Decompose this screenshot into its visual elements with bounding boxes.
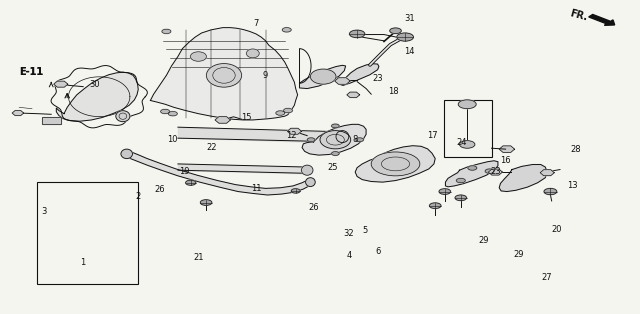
Polygon shape: [499, 146, 515, 152]
Polygon shape: [150, 28, 298, 120]
Polygon shape: [300, 65, 346, 89]
Text: 10: 10: [168, 135, 178, 144]
Polygon shape: [499, 165, 547, 192]
Circle shape: [284, 108, 292, 113]
Polygon shape: [445, 161, 498, 187]
Text: 4: 4: [346, 252, 351, 260]
Text: 3: 3: [41, 208, 46, 216]
Text: 19: 19: [179, 167, 189, 176]
Circle shape: [390, 28, 401, 34]
Polygon shape: [540, 170, 554, 176]
Polygon shape: [302, 124, 366, 155]
Text: 22: 22: [206, 143, 216, 152]
Circle shape: [456, 178, 465, 183]
Polygon shape: [54, 81, 68, 87]
Circle shape: [460, 141, 475, 148]
Text: 32: 32: [344, 230, 354, 238]
Text: 1: 1: [81, 258, 86, 267]
Text: 11: 11: [251, 184, 261, 193]
FancyArrow shape: [589, 14, 614, 25]
Circle shape: [161, 109, 170, 114]
Text: 8: 8: [353, 135, 358, 144]
Text: 20: 20: [552, 225, 562, 234]
Polygon shape: [56, 72, 138, 121]
Text: 7: 7: [253, 19, 259, 28]
Text: 13: 13: [568, 181, 578, 190]
Text: 31: 31: [404, 14, 415, 23]
Ellipse shape: [206, 63, 242, 87]
FancyBboxPatch shape: [42, 117, 61, 124]
Text: 29: 29: [513, 250, 524, 259]
Circle shape: [307, 138, 315, 142]
Text: 26: 26: [308, 203, 319, 212]
Polygon shape: [287, 128, 301, 134]
Ellipse shape: [191, 52, 206, 61]
Circle shape: [455, 195, 467, 201]
Circle shape: [186, 180, 196, 185]
Polygon shape: [488, 169, 502, 175]
Text: 18: 18: [388, 87, 399, 95]
Ellipse shape: [305, 178, 315, 187]
Text: 25: 25: [328, 164, 338, 172]
Circle shape: [276, 111, 285, 115]
Ellipse shape: [310, 69, 336, 84]
Ellipse shape: [246, 49, 259, 58]
Circle shape: [162, 29, 171, 34]
Text: 27: 27: [542, 273, 552, 282]
Circle shape: [168, 111, 177, 116]
Circle shape: [371, 152, 420, 176]
Circle shape: [458, 100, 476, 109]
Text: 24: 24: [457, 138, 467, 147]
Text: 30: 30: [90, 80, 100, 89]
Text: 12: 12: [286, 131, 296, 139]
Text: 29: 29: [478, 236, 488, 245]
Text: 9: 9: [263, 71, 268, 80]
Text: 26: 26: [155, 186, 165, 194]
Circle shape: [356, 138, 364, 142]
Circle shape: [200, 200, 212, 205]
Ellipse shape: [121, 149, 132, 159]
Circle shape: [429, 203, 441, 208]
Polygon shape: [12, 111, 24, 116]
Text: 17: 17: [427, 131, 437, 139]
Text: 6: 6: [375, 247, 380, 256]
Polygon shape: [128, 151, 310, 195]
Text: FR.: FR.: [568, 8, 588, 22]
Circle shape: [468, 166, 477, 170]
Ellipse shape: [301, 165, 313, 175]
Polygon shape: [335, 78, 350, 84]
Text: 21: 21: [193, 253, 204, 262]
Polygon shape: [347, 92, 360, 98]
Ellipse shape: [116, 111, 130, 122]
Text: 15: 15: [241, 113, 252, 122]
Circle shape: [291, 189, 300, 193]
Circle shape: [485, 169, 494, 173]
Circle shape: [282, 28, 291, 32]
Polygon shape: [215, 117, 230, 123]
Text: 2: 2: [135, 192, 140, 201]
Circle shape: [544, 188, 557, 195]
Text: 23: 23: [372, 74, 383, 83]
Text: 28: 28: [571, 145, 581, 154]
Polygon shape: [355, 146, 435, 182]
Circle shape: [397, 33, 413, 41]
Text: 5: 5: [362, 226, 367, 235]
Text: 23: 23: [491, 167, 501, 176]
Ellipse shape: [336, 131, 349, 143]
Text: E-11: E-11: [19, 67, 43, 77]
Circle shape: [439, 189, 451, 194]
Polygon shape: [339, 64, 379, 85]
Text: 16: 16: [500, 156, 511, 165]
Circle shape: [349, 30, 365, 38]
Circle shape: [332, 152, 339, 155]
Circle shape: [332, 124, 339, 128]
Text: 14: 14: [404, 47, 415, 56]
Ellipse shape: [320, 131, 351, 149]
Text: E-11: E-11: [19, 67, 43, 77]
